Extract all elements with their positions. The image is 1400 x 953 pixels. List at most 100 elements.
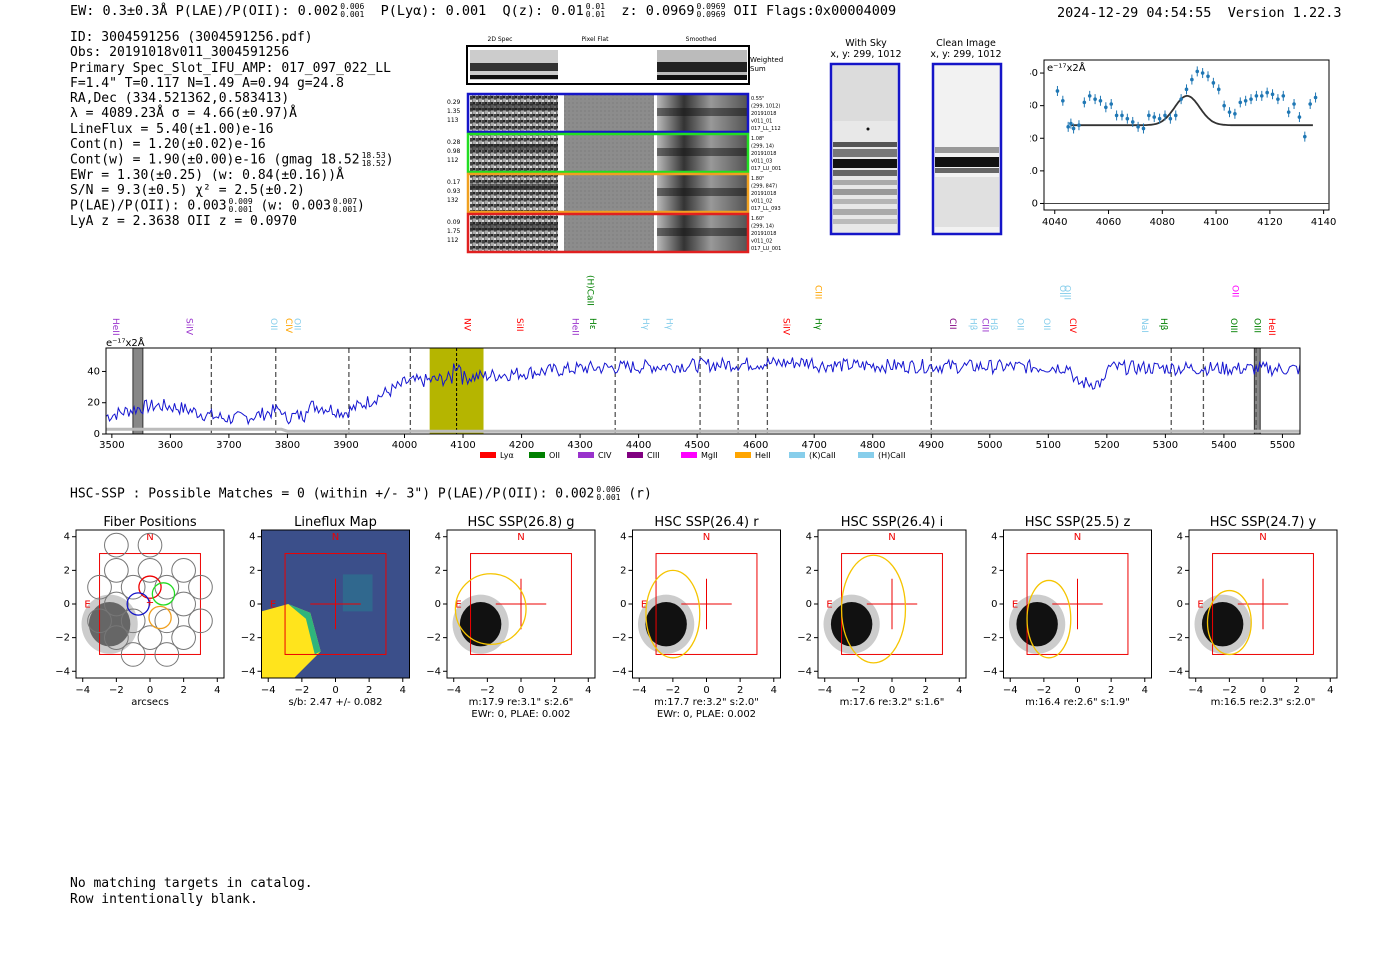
panel-caption: s/b: 2.47 +/- 0.082 [288, 697, 382, 708]
spectrum-line-label: CIII [979, 318, 989, 332]
fiber-circle [120, 642, 146, 667]
footer-blank-row: Row intentionally blank. [70, 891, 258, 907]
fiber-circle-selected [148, 605, 172, 630]
zoom-data-point [1286, 110, 1291, 114]
header-version: Version 1.22.3 [1227, 5, 1342, 21]
hsc-matches: HSC-SSP : Possible Matches = 0 (within +… [70, 486, 595, 502]
cutout-row-left-label: 0.17 [447, 179, 461, 186]
fiber-circle [171, 558, 196, 583]
cutout-row-right-label: 0.55" [751, 96, 764, 102]
spectrum-legend-swatch [627, 452, 643, 458]
spectrum-line-label: OII [1229, 285, 1239, 297]
cutout-row-right-label: (299, 14) [751, 144, 774, 150]
header-plya: P(Lyα): 0.001 [380, 3, 487, 19]
spectrum-line-label: SiIV [780, 318, 790, 336]
panel-ytick-label: 0 [435, 599, 441, 610]
panel-ytick-label: 2 [620, 565, 626, 576]
panel-xtick-label: −2 [665, 685, 680, 696]
panel-xtick-label: 0 [703, 685, 709, 696]
cutout-row-left-label: 0.29 [447, 99, 461, 106]
hsc-plae-bounds: 0.006 0.001 [596, 485, 621, 502]
imaging-panel: HSC SSP(25.5) z N E −4 4 −2 2 0 0 2 −2 4 −4 m:16.4 re… [983, 515, 1152, 708]
info-plae-bounds: 0.009 0.001 [228, 197, 253, 215]
info-sn: S/N = 9.3(±0.5) χ² = 2.5(±0.2) [70, 182, 305, 198]
imaging-panel: HSC SSP(26.4) i N E −4 4 −2 2 0 0 2 −2 4 −4 m:17.6 re… [797, 515, 967, 708]
spectrum-units-label: e⁻¹⁷x2Å [106, 336, 145, 349]
panel-title: Fiber Positions [103, 515, 196, 530]
info-id: ID: 3004591256 (3004591256.pdf) [70, 30, 313, 45]
panel-xtick-label: −4 [817, 685, 832, 696]
spectrum-xtick-label: 3900 [333, 440, 358, 451]
spectrum-xtick-label: 4500 [684, 440, 709, 451]
info-obs: Obs: 20191018v011_3004591256 [70, 45, 290, 61]
panel-ytick-label: 4 [806, 532, 812, 543]
spectrum-line-label: CIV [1067, 318, 1077, 334]
spectrum-ytick-label: 0 [94, 429, 100, 440]
east-marker: E [270, 599, 276, 610]
spectrum-legend-swatch [578, 452, 594, 458]
spectrum-line-label: Hε [587, 318, 597, 330]
spectrum-line-label: CII [947, 318, 957, 330]
zoom-data-point [1104, 105, 1108, 110]
fiber-circle [120, 608, 146, 634]
panel-xtick-label: 4 [771, 685, 777, 696]
cutout-row-right-label: 017_LU_001 [751, 166, 781, 172]
zoom-data-point [1243, 98, 1248, 103]
panel-ytick-label: 0 [620, 599, 626, 610]
panel-ytick-label: −4 [797, 666, 812, 677]
zoom-data-point [1303, 134, 1307, 139]
fiber-circle [104, 591, 129, 617]
zoom-xtick-label: 4100 [1203, 217, 1228, 228]
cutout-row-right-label: 017_LL_112 [751, 126, 781, 132]
zoom-xtick-label: 4080 [1150, 217, 1175, 228]
spectrum-xtick-label: 5300 [1153, 440, 1178, 451]
source-ellipse [840, 554, 907, 664]
info-ewr: EWr = 1.30(±0.25) (w: 0.84(±0.16))Å [70, 167, 344, 183]
cutout-row: 0.28 0.98 112 1.08" (299, 14)20191018 v011_03… [447, 132, 781, 174]
spectrum-line-label: Hβ [1158, 318, 1168, 331]
cutout-row-right-label: (299, 14) [751, 224, 774, 230]
galaxy-core [459, 601, 502, 647]
spectrum-line-label: CIII [813, 285, 823, 299]
panel-xtick-label: 0 [889, 685, 895, 696]
spectrum-line-label: OIII [1228, 318, 1238, 333]
spectrum-line-label: OII [268, 318, 278, 330]
panel-ytick-label: −4 [1168, 666, 1183, 677]
panel-ytick-label: 2 [1177, 565, 1183, 576]
zoom-data-point [1211, 81, 1216, 85]
panel-title: HSC SSP(26.4) r [654, 515, 759, 530]
zoom-ytick-label: 30 [1030, 101, 1038, 112]
east-marker: E [84, 599, 90, 610]
zoom-data-point [1270, 92, 1275, 97]
cutout-row-right-label: v011_02 [751, 199, 772, 205]
spectrum-line-label: OIII [1252, 318, 1262, 333]
galaxy-core [1016, 601, 1058, 647]
zoom-data-point [1227, 110, 1232, 114]
header-summary: EW: 0.3±0.3Å P(LAE)/P(OII): 0.002 0.006 0.… [70, 3, 896, 20]
panel-caption: m:16.4 re:2.6" s:1.9" [1025, 697, 1130, 708]
zoom-data-point [1147, 113, 1151, 118]
clean-image-title: Clean Image [936, 38, 996, 49]
spectrum-legend-label: MgII [701, 451, 718, 460]
east-marker: E [455, 599, 461, 610]
fiber-circle-selected [126, 592, 150, 616]
lineflux-map-edge [288, 604, 321, 655]
fiber-circle [120, 574, 146, 600]
spectrum-line-label: Hβ [968, 318, 978, 331]
col-pixel-flat: Pixel Flat [582, 36, 610, 43]
panel-ytick-label: −2 [55, 633, 70, 644]
spectrum-masked-band [132, 347, 144, 435]
cutout-row-right-label: 017_LU_001 [751, 246, 781, 252]
panel-ytick-label: 0 [1177, 599, 1183, 610]
east-marker: E [1197, 599, 1203, 610]
zoom-data-point [1249, 97, 1253, 101]
info-plae-w-bounds: 0.007 0.001 [332, 197, 358, 215]
imaging-panels: Fiber Positions N E + −4 4 −2 2 0 0 2 −2 4 −4 arcsecs L… [55, 515, 1338, 720]
panel-xtick-label: 2 [366, 685, 372, 696]
panel-xtick-label: −2 [1036, 685, 1051, 696]
spectrum-xtick-label: 4900 [919, 440, 944, 451]
zoom-data-point [1136, 125, 1140, 129]
spectrum-legend-swatch [681, 452, 697, 458]
spectra-cutouts: 2D Spec Pixel Flat Smoothed Weighted Sum… [447, 36, 783, 254]
header-z: z: 0.0969 [621, 3, 695, 19]
